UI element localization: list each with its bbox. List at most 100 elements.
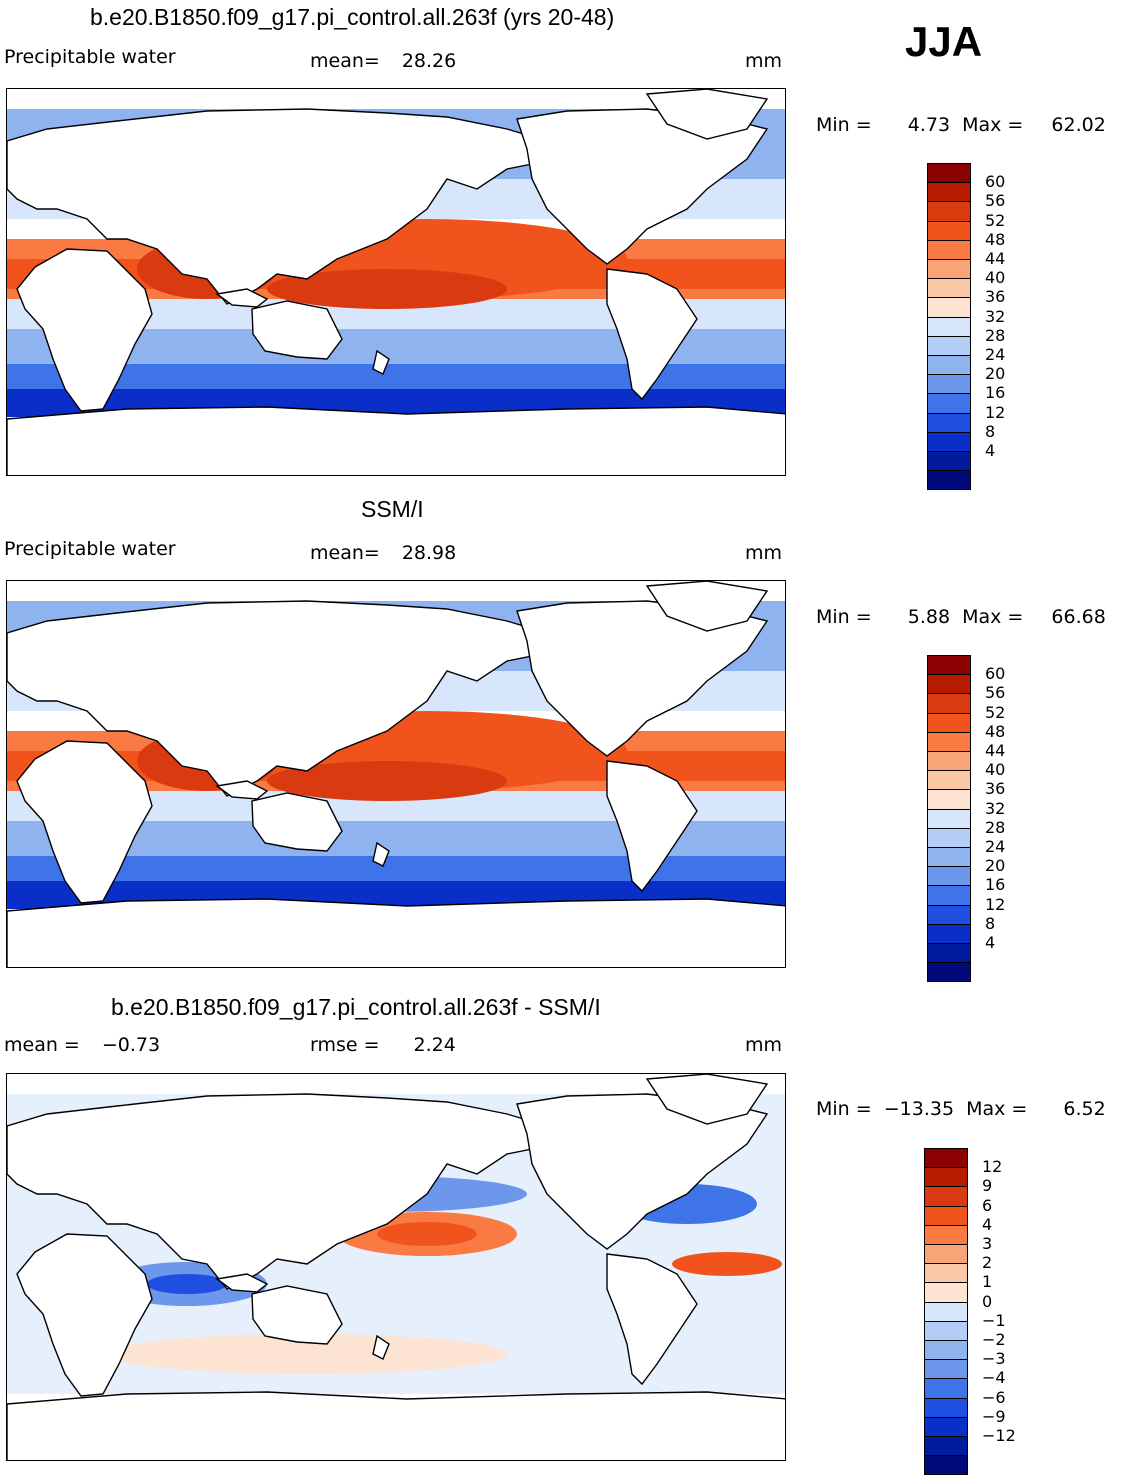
colorbar-cell	[927, 693, 971, 714]
colorbar-tick-label: 1	[982, 1272, 993, 1292]
colorbar-tick-label: 3	[982, 1234, 993, 1253]
variable-label-model: Precipitable water	[4, 46, 176, 68]
colorbar-cell	[927, 451, 971, 472]
colorbar-tick-label: 52	[985, 210, 1006, 230]
field-blob	[267, 269, 507, 309]
colorbar-tick-label: 16	[985, 875, 1006, 895]
colorbar-cell	[927, 316, 971, 337]
land-europe-asia	[7, 600, 569, 797]
colorbar-tick-label: 44	[985, 741, 1006, 760]
colorbar-cell	[927, 943, 971, 964]
colorbar-tick-label: 60	[985, 664, 1006, 684]
colorbar-cell	[924, 1436, 968, 1457]
colorbar-cell	[927, 751, 971, 772]
colorbar-cell	[927, 431, 971, 452]
colorbar-cell	[927, 712, 971, 733]
colorbar-cell	[927, 923, 971, 944]
colorbar-tick-label: 56	[985, 191, 1006, 211]
colorbar-cell	[924, 1244, 968, 1265]
colorbar-cell	[924, 1301, 968, 1322]
colorbar-cell	[927, 674, 971, 695]
land-europe-asia	[7, 1093, 569, 1290]
colorbar-tick-label: 36	[985, 779, 1006, 799]
colorbar-tick-label: 20	[985, 364, 1006, 384]
colorbar-cell	[927, 412, 971, 433]
panel-title-obs: SSM/I	[361, 496, 424, 522]
units-label-obs: mm	[745, 542, 783, 564]
land-australia	[251, 792, 343, 852]
land-africa	[16, 248, 153, 412]
colorbar-tick-label: −1	[982, 1310, 1006, 1330]
colorbar-cell	[927, 885, 971, 906]
colorbar-cell	[924, 1340, 968, 1361]
land-maritime-continent	[215, 1273, 269, 1293]
colorbar-cell	[927, 259, 971, 280]
land-nz	[372, 1334, 390, 1360]
colorbar-tick-label: 8	[985, 913, 996, 933]
land-europe-asia	[7, 108, 569, 305]
colorbar-cell	[927, 239, 971, 260]
land-antarctica	[7, 1391, 785, 1460]
minmax-diff: Min = −13.35 Max = 6.52	[816, 1098, 1106, 1120]
colorbar-tick-label: 0	[982, 1291, 993, 1311]
land-south-america	[606, 1253, 698, 1386]
colorbar-tick-label: 56	[985, 683, 1006, 703]
colorbar-cell	[924, 1205, 968, 1226]
colorbar-cell	[924, 1455, 968, 1475]
colorbar-tick-label: 20	[985, 856, 1006, 876]
colorbar-cell	[927, 808, 971, 829]
colorbar-cell	[924, 1320, 968, 1341]
colorbar-cell	[924, 1148, 968, 1169]
colorbar-tick-label: −4	[982, 1368, 1006, 1388]
land-nz	[372, 349, 390, 375]
map-diff	[6, 1073, 786, 1461]
map-obs	[6, 580, 786, 968]
colorbar-cell	[927, 297, 971, 318]
land-maritime-continent	[215, 288, 269, 308]
colorbar-cell	[927, 374, 971, 395]
colorbar-cell	[924, 1167, 968, 1188]
land-nz	[372, 841, 390, 867]
colorbar-tick-label: 44	[985, 249, 1006, 268]
colorbar-tick-label: 40	[985, 760, 1006, 780]
field-blob	[672, 1252, 782, 1276]
colorbar-tick-label: −3	[982, 1349, 1006, 1369]
colorbar-cell	[924, 1416, 968, 1437]
colorbar-tick-label: 52	[985, 702, 1006, 722]
colorbar-cell	[927, 866, 971, 887]
mean-stat-diff: mean = −0.73	[4, 1034, 161, 1056]
colorbar-tick-label: −9	[982, 1406, 1006, 1426]
colorbar-cell	[927, 731, 971, 752]
field-blob	[377, 1222, 477, 1246]
colorbar-cell	[924, 1282, 968, 1303]
colorbar-tick-label: 24	[985, 345, 1006, 364]
season-label: JJA	[905, 18, 983, 65]
land-south-america	[606, 268, 698, 401]
colorbar-tick-label: 2	[982, 1253, 993, 1273]
mean-stat-obs: mean= 28.98	[310, 542, 457, 564]
land-maritime-continent	[215, 780, 269, 800]
rmse-stat-diff: rmse = 2.24	[310, 1034, 456, 1056]
colorbar-tick-label: 4	[985, 933, 996, 952]
minmax-model: Min = 4.73 Max = 62.02	[816, 114, 1106, 136]
colorbar-tick-label: 12	[985, 402, 1006, 422]
colorbar-cell	[924, 1186, 968, 1207]
colorbar-tick-label: 48	[985, 721, 1006, 741]
colorbar-cell	[924, 1263, 968, 1284]
colorbar-cell	[927, 335, 971, 356]
colorbar-tick-label: 6	[982, 1195, 993, 1215]
colorbar-tick-label: 4	[982, 1214, 993, 1234]
colorbar-cell	[927, 655, 971, 676]
colorbar-tick-label: 36	[985, 287, 1006, 307]
colorbar-cell	[927, 470, 971, 491]
colorbar-cell	[927, 789, 971, 810]
land-australia	[251, 300, 343, 360]
colorbar-tick-label: 9	[982, 1176, 993, 1196]
colorbar-tick-label: 28	[985, 325, 1006, 345]
colorbar-tick-label: 24	[985, 837, 1006, 856]
panel-title-model: b.e20.B1850.f09_g17.pi_control.all.263f …	[90, 4, 615, 30]
colorbar-tick-label: −2	[982, 1330, 1006, 1349]
colorbar-tick-label: 12	[982, 1157, 1003, 1177]
field-blob	[267, 761, 507, 801]
map-model	[6, 88, 786, 476]
